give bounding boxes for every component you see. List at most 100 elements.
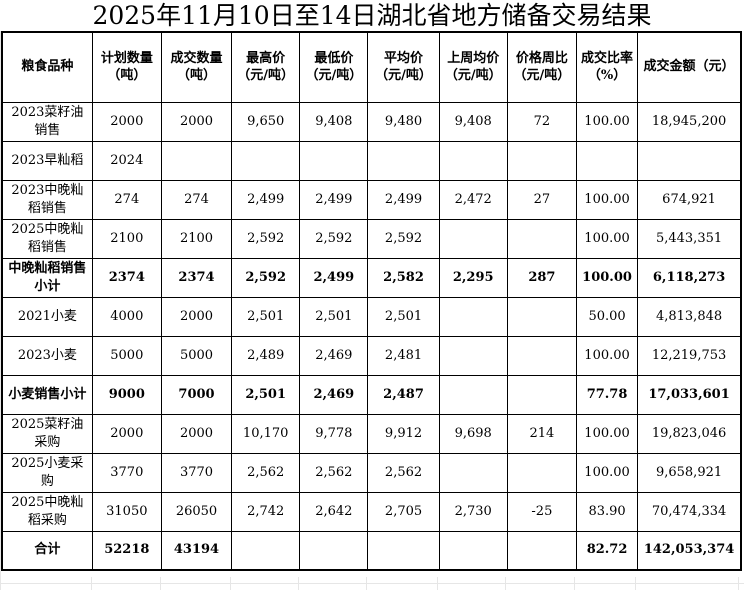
table-cell[interactable]: 2,499 [231, 179, 301, 220]
column-header-9[interactable]: 成交金额（元） [637, 31, 742, 103]
table-cell[interactable]: 2,592 [367, 218, 440, 259]
row-label-cell[interactable]: 2025菜籽油采购 [1, 413, 93, 454]
row-label-cell[interactable]: 2025小麦采购 [1, 452, 93, 493]
table-cell[interactable]: 83.90 [575, 491, 639, 532]
table-cell[interactable]: 2,742 [231, 491, 301, 532]
row-label-cell[interactable]: 小麦销售小计 [1, 374, 93, 415]
table-cell[interactable]: 100.00 [575, 101, 639, 142]
table-cell[interactable] [438, 374, 508, 415]
table-cell[interactable]: 2,592 [231, 218, 301, 259]
table-cell[interactable]: 9,650 [231, 101, 301, 142]
table-cell[interactable]: 142,053,374 [637, 530, 742, 571]
table-cell[interactable]: 2,499 [299, 179, 369, 220]
table-cell[interactable]: 5000 [160, 335, 233, 376]
table-cell[interactable]: 17,033,601 [637, 374, 742, 415]
table-cell[interactable] [506, 296, 577, 337]
table-cell[interactable] [438, 452, 508, 493]
table-cell[interactable]: 7000 [160, 374, 233, 415]
table-cell[interactable]: 2,295 [438, 257, 508, 298]
table-cell[interactable]: 2,592 [299, 218, 369, 259]
table-cell[interactable]: 19,823,046 [637, 413, 742, 454]
table-cell[interactable]: 5,443,351 [637, 218, 742, 259]
table-cell[interactable] [299, 140, 369, 181]
table-cell[interactable]: 72 [506, 101, 577, 142]
table-cell[interactable]: 2374 [160, 257, 233, 298]
row-label-cell[interactable]: 2023中晚籼稻销售 [1, 179, 93, 220]
table-cell[interactable]: 2,481 [367, 335, 440, 376]
row-label-cell[interactable]: 2023早籼稻 [1, 140, 93, 181]
row-label-cell[interactable]: 2025中晚籼稻销售 [1, 218, 93, 259]
table-cell[interactable]: 9000 [91, 374, 162, 415]
table-cell[interactable]: 3770 [91, 452, 162, 493]
table-cell[interactable]: 2024 [91, 140, 162, 181]
column-header-2[interactable]: 成交数量 （吨） [160, 31, 233, 103]
table-cell[interactable]: 100.00 [575, 452, 639, 493]
column-header-3[interactable]: 最高价 （元/吨） [231, 31, 301, 103]
column-header-5[interactable]: 平均价 （元/吨） [367, 31, 440, 103]
table-cell[interactable]: 10,170 [231, 413, 301, 454]
column-header-6[interactable]: 上周均价 （元/吨） [438, 31, 508, 103]
column-header-7[interactable]: 价格周比 （元/吨） [506, 31, 577, 103]
table-cell[interactable] [367, 530, 440, 571]
table-cell[interactable]: 2,499 [299, 257, 369, 298]
table-cell[interactable]: 2,501 [231, 296, 301, 337]
table-cell[interactable] [506, 530, 577, 571]
table-cell[interactable]: 70,474,334 [637, 491, 742, 532]
table-cell[interactable]: 27 [506, 179, 577, 220]
table-cell[interactable]: 214 [506, 413, 577, 454]
table-cell[interactable]: 2,469 [299, 374, 369, 415]
table-cell[interactable]: 2000 [91, 101, 162, 142]
table-cell[interactable]: 43194 [160, 530, 233, 571]
table-cell[interactable]: 2,501 [231, 374, 301, 415]
table-cell[interactable]: 3770 [160, 452, 233, 493]
table-cell[interactable] [367, 140, 440, 181]
table-cell[interactable]: 2,592 [231, 257, 301, 298]
table-cell[interactable] [299, 530, 369, 571]
table-cell[interactable] [160, 140, 233, 181]
table-cell[interactable]: 5000 [91, 335, 162, 376]
table-cell[interactable]: 9,658,921 [637, 452, 742, 493]
table-cell[interactable]: 274 [91, 179, 162, 220]
table-cell[interactable] [575, 140, 639, 181]
table-cell[interactable] [506, 452, 577, 493]
table-cell[interactable]: 674,921 [637, 179, 742, 220]
table-cell[interactable]: 2000 [160, 296, 233, 337]
table-cell[interactable]: 2,469 [299, 335, 369, 376]
table-cell[interactable]: 100.00 [575, 335, 639, 376]
table-cell[interactable] [438, 218, 508, 259]
table-cell[interactable]: 2000 [91, 413, 162, 454]
table-cell[interactable]: 2,562 [231, 452, 301, 493]
table-cell[interactable]: 77.78 [575, 374, 639, 415]
table-cell[interactable] [506, 335, 577, 376]
table-cell[interactable] [438, 335, 508, 376]
table-cell[interactable]: 52218 [91, 530, 162, 571]
table-cell[interactable]: 2,582 [367, 257, 440, 298]
table-cell[interactable] [231, 530, 301, 571]
table-cell[interactable] [438, 530, 508, 571]
table-cell[interactable] [506, 140, 577, 181]
table-cell[interactable] [438, 140, 508, 181]
table-cell[interactable]: 2,499 [367, 179, 440, 220]
row-label-cell[interactable]: 2023菜籽油销售 [1, 101, 93, 142]
table-cell[interactable]: 9,408 [299, 101, 369, 142]
table-cell[interactable]: 100.00 [575, 218, 639, 259]
table-cell[interactable]: 9,698 [438, 413, 508, 454]
table-cell[interactable]: 2,489 [231, 335, 301, 376]
table-cell[interactable]: 100.00 [575, 179, 639, 220]
table-cell[interactable]: 2,501 [367, 296, 440, 337]
table-cell[interactable]: 287 [506, 257, 577, 298]
row-label-cell[interactable]: 中晚籼稻销售小计 [1, 257, 93, 298]
column-header-0[interactable]: 粮食品种 [1, 31, 93, 103]
table-cell[interactable]: 9,408 [438, 101, 508, 142]
table-cell[interactable]: 9,480 [367, 101, 440, 142]
column-header-8[interactable]: 成交比率 （%） [575, 31, 639, 103]
table-cell[interactable]: 4,813,848 [637, 296, 742, 337]
table-cell[interactable]: 18,945,200 [637, 101, 742, 142]
table-cell[interactable]: 2000 [160, 101, 233, 142]
table-cell[interactable]: 9,778 [299, 413, 369, 454]
table-cell[interactable]: 26050 [160, 491, 233, 532]
table-cell[interactable] [506, 374, 577, 415]
table-cell[interactable]: 50.00 [575, 296, 639, 337]
table-cell[interactable]: 31050 [91, 491, 162, 532]
table-cell[interactable]: 2374 [91, 257, 162, 298]
